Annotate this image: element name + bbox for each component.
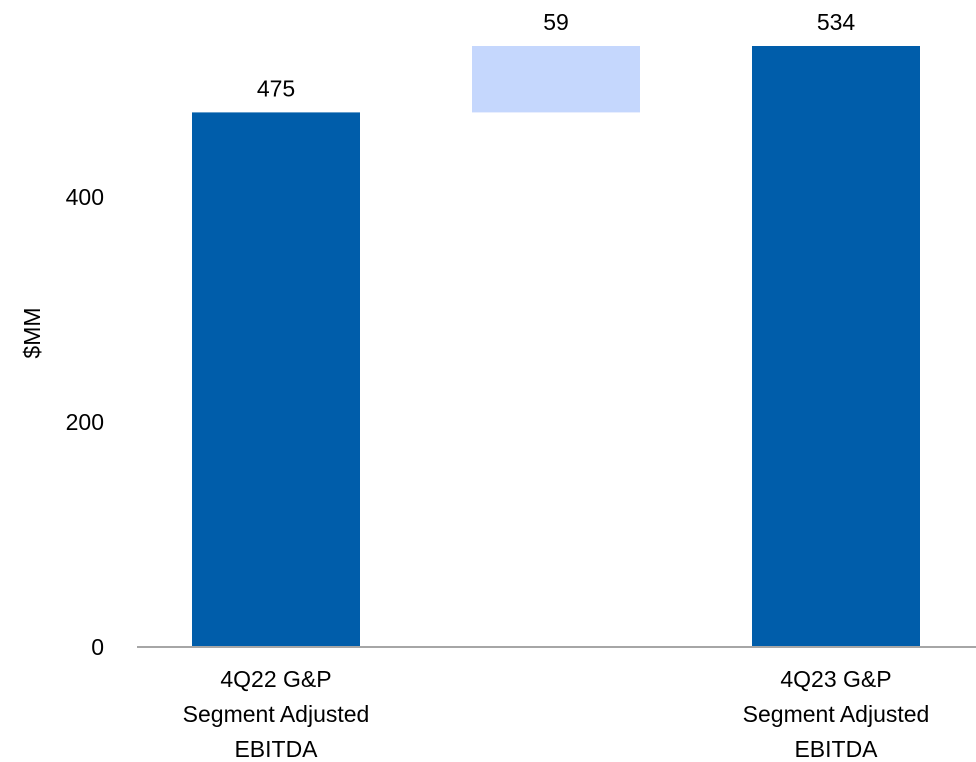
total-bar	[192, 112, 360, 648]
y-tick-label: 0	[91, 634, 104, 660]
y-tick-label: 400	[66, 184, 104, 210]
x-axis-category-labels: 4Q22 G&P Segment Adjusted EBITDA 4Q23 G&P Se…	[183, 666, 930, 762]
category-label-line: Segment Adjusted	[743, 701, 930, 727]
y-tick-label: 200	[66, 409, 104, 435]
increase-bar	[472, 46, 640, 113]
bar-value-label: 475	[257, 75, 295, 101]
category-label-line: 4Q22 G&P	[220, 666, 331, 692]
total-bar	[752, 46, 920, 647]
category-label-line: EBITDA	[794, 736, 878, 762]
y-axis-ticks: 0 200 400	[66, 184, 104, 660]
bars	[192, 46, 920, 648]
y-axis-title: $MM	[19, 307, 45, 358]
bar-value-label: 534	[817, 9, 856, 35]
bar-value-label: 59	[543, 9, 569, 35]
category-label-line: EBITDA	[234, 736, 318, 762]
data-labels: 475 59 534	[257, 9, 856, 101]
category-label-line: 4Q23 G&P	[780, 666, 891, 692]
category-label-line: Segment Adjusted	[183, 701, 370, 727]
